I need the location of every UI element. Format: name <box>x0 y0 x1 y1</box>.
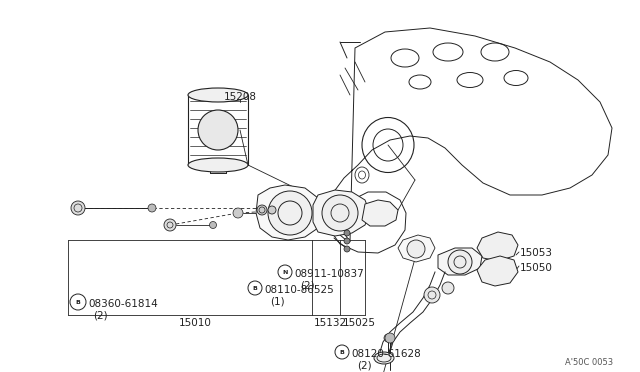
Text: 15208: 15208 <box>223 92 257 102</box>
Ellipse shape <box>188 88 248 102</box>
Text: B: B <box>340 350 344 355</box>
Text: 08110-86525: 08110-86525 <box>264 285 333 295</box>
Text: A'50C 0053: A'50C 0053 <box>565 358 613 367</box>
Text: 15050: 15050 <box>520 263 553 273</box>
Circle shape <box>335 345 349 359</box>
Circle shape <box>448 250 472 274</box>
Text: 08911-10837: 08911-10837 <box>294 269 364 279</box>
Text: (2): (2) <box>93 310 108 320</box>
Circle shape <box>322 195 358 231</box>
Circle shape <box>344 238 350 244</box>
Circle shape <box>278 265 292 279</box>
Circle shape <box>198 110 238 150</box>
Circle shape <box>248 281 262 295</box>
Circle shape <box>268 206 276 214</box>
Text: 08360-61814: 08360-61814 <box>88 299 157 309</box>
Circle shape <box>442 282 454 294</box>
Text: 15025: 15025 <box>343 318 376 328</box>
Polygon shape <box>477 256 518 286</box>
Ellipse shape <box>374 352 394 364</box>
Circle shape <box>407 240 425 258</box>
Text: B: B <box>253 285 257 291</box>
Polygon shape <box>362 200 398 226</box>
Text: 15132: 15132 <box>314 318 347 328</box>
Circle shape <box>164 219 176 231</box>
Text: B: B <box>76 299 81 305</box>
Polygon shape <box>398 235 435 262</box>
Text: 08120-61628: 08120-61628 <box>351 349 420 359</box>
Circle shape <box>148 204 156 212</box>
Circle shape <box>233 208 243 218</box>
Circle shape <box>424 287 440 303</box>
Text: (1): (1) <box>270 296 285 306</box>
Circle shape <box>384 334 392 342</box>
Polygon shape <box>438 248 482 275</box>
Circle shape <box>344 246 350 252</box>
Polygon shape <box>313 190 370 236</box>
Text: 15053: 15053 <box>520 248 553 258</box>
Circle shape <box>385 333 395 343</box>
Polygon shape <box>256 185 322 240</box>
Text: (2): (2) <box>357 360 372 370</box>
Polygon shape <box>477 232 518 261</box>
Circle shape <box>209 221 216 228</box>
Circle shape <box>268 191 312 235</box>
Circle shape <box>257 205 267 215</box>
Text: N: N <box>282 269 288 275</box>
Circle shape <box>70 294 86 310</box>
Circle shape <box>71 201 85 215</box>
Text: 15010: 15010 <box>179 318 211 328</box>
Ellipse shape <box>188 158 248 172</box>
Text: (2): (2) <box>300 280 315 290</box>
Circle shape <box>344 230 350 236</box>
